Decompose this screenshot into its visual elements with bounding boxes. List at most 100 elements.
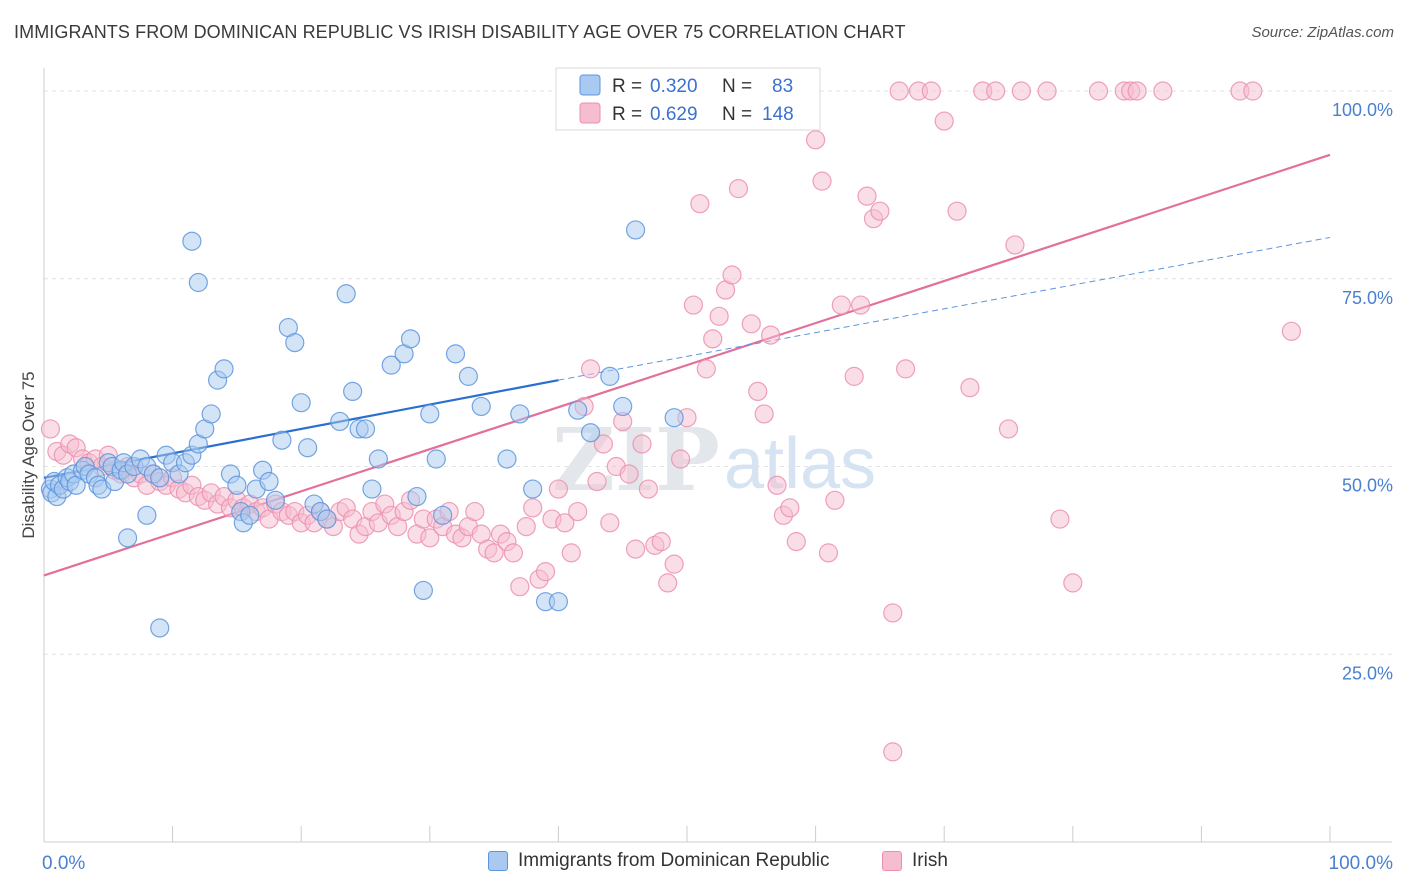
irish-point: [857, 186, 877, 206]
dominican-point: [664, 408, 684, 428]
irish-point: [728, 179, 749, 199]
dominican-point: [259, 471, 279, 492]
legend-n-label-1: N =: [722, 76, 757, 97]
irish-point: [703, 329, 723, 349]
irish-point: [780, 498, 800, 518]
irish-point: [960, 378, 980, 398]
irish-point: [664, 554, 684, 574]
tick-labels: 25.0% 50.0% 75.0% 100.0% 0.0% 100.0%: [42, 100, 1393, 874]
irish-point: [535, 562, 556, 582]
irish-point: [619, 464, 639, 484]
dominican-point: [471, 396, 491, 417]
dominican-point: [265, 490, 286, 510]
grid-lines: [44, 90, 1392, 655]
dominican-point: [214, 359, 234, 379]
irish-point: [580, 359, 601, 379]
dominican-point: [625, 220, 646, 240]
irish-point: [722, 265, 742, 285]
x-tick-label-min: 0.0%: [42, 853, 85, 874]
legend-swatch-blue: [579, 74, 601, 96]
series-legend-label-irish: Irish: [912, 850, 948, 871]
dominican-point: [285, 332, 305, 353]
irish-point: [510, 577, 530, 597]
irish-point: [1011, 81, 1031, 101]
irish-point: [831, 295, 851, 315]
series-legend: Immigrants from Dominican Republic Irish: [0, 850, 1406, 880]
dominican-point: [497, 449, 517, 469]
dominican-point: [445, 344, 466, 364]
series-legend-swatch-pink: [882, 851, 902, 871]
legend-n-label-2: N =: [722, 104, 757, 125]
irish-point: [683, 295, 704, 315]
irish-point: [889, 81, 909, 101]
dominican-point: [330, 411, 350, 432]
dominican-point: [548, 592, 569, 612]
dominican-point: [150, 618, 170, 638]
dominican-point: [426, 449, 446, 469]
dominican-point: [188, 272, 208, 293]
dominican-point: [117, 528, 138, 548]
legend-r-label-2: R =: [612, 104, 647, 125]
irish-point: [748, 381, 768, 402]
legend-n-value-1: 83: [772, 76, 793, 97]
dominican-point: [240, 505, 260, 525]
dominican-point: [291, 393, 311, 413]
irish-point: [696, 359, 716, 379]
dominican-point: [137, 505, 157, 525]
irish-point: [632, 434, 652, 454]
irish-point: [658, 573, 678, 593]
legend-r-label-1: R =: [612, 76, 647, 97]
dominican-point: [355, 419, 376, 439]
irish-point: [465, 501, 485, 522]
irish-point: [555, 513, 575, 533]
irish-point: [670, 449, 691, 469]
irish-point: [523, 498, 543, 518]
irish-point: [844, 366, 864, 386]
dominican-point: [343, 381, 363, 402]
irish-point: [754, 404, 774, 424]
legend-swatch-pink: [579, 102, 601, 124]
dominican-point: [201, 404, 221, 424]
irish-point: [593, 434, 614, 454]
dominican-point: [336, 284, 356, 304]
series-legend-label-dominican: Immigrants from Dominican Republic: [518, 850, 830, 871]
chart-title: IMMIGRANTS FROM DOMINICAN REPUBLIC VS IR…: [14, 22, 906, 42]
dominican-point: [317, 509, 337, 529]
y-tick-label: 75.0%: [1342, 288, 1393, 308]
watermark-atlas: atlas: [724, 424, 876, 504]
irish-point: [947, 201, 967, 221]
legend-n-value-2: 148: [762, 104, 794, 125]
irish-point: [484, 543, 504, 563]
irish-point: [1153, 81, 1173, 101]
legend-r-value-1: 0.320: [650, 76, 698, 97]
dominican-point: [227, 475, 247, 495]
x-tick-label-max: 100.0%: [1329, 853, 1394, 874]
irish-point: [600, 513, 620, 533]
irish-point: [420, 528, 440, 548]
irish-point: [805, 130, 826, 150]
dominican-point: [298, 438, 318, 458]
irish-point: [921, 81, 941, 101]
dominican-point: [182, 231, 202, 251]
y-tick-label: 100.0%: [1332, 100, 1393, 120]
series-legend-swatch-blue: [488, 851, 508, 871]
irish-point: [1037, 81, 1057, 101]
series-legend-item-dominican: Immigrants from Dominican Republic: [488, 850, 830, 872]
dominican-point: [362, 479, 382, 499]
irish-point: [651, 532, 671, 552]
dominican-point: [613, 396, 633, 417]
irish-point: [503, 543, 523, 563]
irish-point: [818, 543, 839, 563]
dominican-point: [381, 355, 401, 375]
y-tick-label: 50.0%: [1342, 476, 1393, 496]
irish-point: [883, 742, 903, 762]
data-points: [40, 81, 1302, 762]
chart-source: Source: ZipAtlas.com: [1251, 24, 1394, 41]
irish-point: [568, 501, 588, 522]
axes: [43, 68, 1392, 843]
dominican-point: [523, 479, 543, 499]
dominican-point: [272, 430, 292, 450]
irish-point: [986, 81, 1006, 101]
dominican-point: [400, 329, 421, 349]
irish-point: [638, 479, 659, 499]
